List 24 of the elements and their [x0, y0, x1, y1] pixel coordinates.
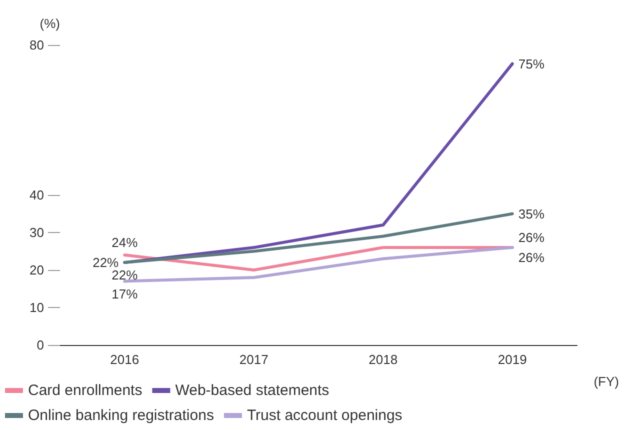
y-tick-label: 40 — [30, 188, 44, 202]
data-label: 26% — [518, 250, 545, 265]
legend-label: Card enrollments — [28, 382, 142, 399]
y-tick-label: 10 — [30, 300, 44, 315]
y-axis-title: (%) — [40, 16, 60, 31]
y-tick-label: 80 — [30, 38, 44, 52]
x-axis-title: (FY) — [594, 374, 620, 389]
legend-label: Trust account openings — [246, 407, 402, 424]
legend-label: Online banking registrations — [28, 407, 214, 424]
data-label: 22% — [92, 255, 120, 270]
data-label: 22% — [112, 268, 138, 282]
data-label: 35% — [518, 206, 545, 222]
x-tick-label: 2017 — [239, 352, 268, 367]
x-tick-label: 2016 — [110, 352, 140, 367]
data-label: 26% — [518, 230, 545, 245]
y-tick-label: 30 — [30, 225, 44, 240]
x-tick-label: 2018 — [368, 352, 398, 367]
data-label: 24% — [112, 235, 138, 250]
data-label: 75% — [518, 56, 545, 72]
x-tick-label: 2019 — [498, 352, 527, 367]
y-tick-label: 20 — [30, 262, 44, 278]
data-label: 17% — [112, 286, 138, 302]
y-tick-label: 0 — [36, 338, 44, 352]
legend-label: Web-based statements — [175, 382, 330, 399]
